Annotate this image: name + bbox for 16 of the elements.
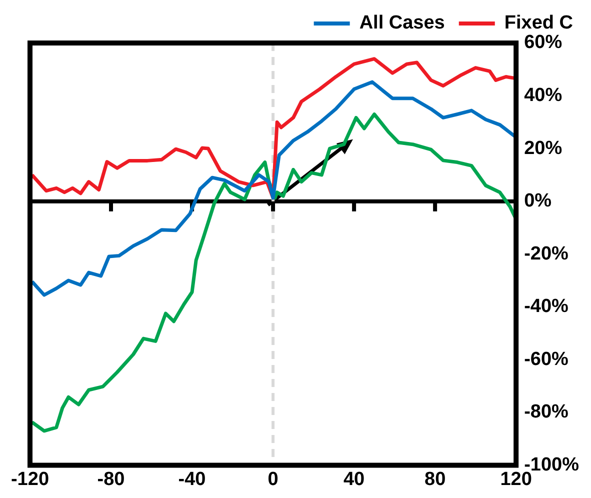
- y-tick-label: -40%: [524, 296, 569, 318]
- y-tick-label: 20%: [524, 138, 562, 159]
- y-tick-label: 0%: [524, 190, 552, 212]
- x-tick-label: 80: [424, 468, 446, 490]
- y-tick-label: -80%: [524, 402, 569, 423]
- y-tick-label: -20%: [524, 243, 569, 264]
- y-tick-label: 40%: [524, 85, 562, 106]
- x-tick-label: -40: [178, 468, 206, 490]
- y-tick-label: -60%: [524, 348, 569, 370]
- legend-label: All Cases: [359, 12, 445, 34]
- x-tick-label: -120: [10, 468, 50, 490]
- x-tick-label: 40: [343, 468, 365, 490]
- x-tick-label: 0: [268, 468, 278, 490]
- x-tick-label: -80: [97, 468, 125, 490]
- y-tick-label: 60%: [524, 32, 562, 54]
- legend-label: Fixed C: [504, 12, 574, 34]
